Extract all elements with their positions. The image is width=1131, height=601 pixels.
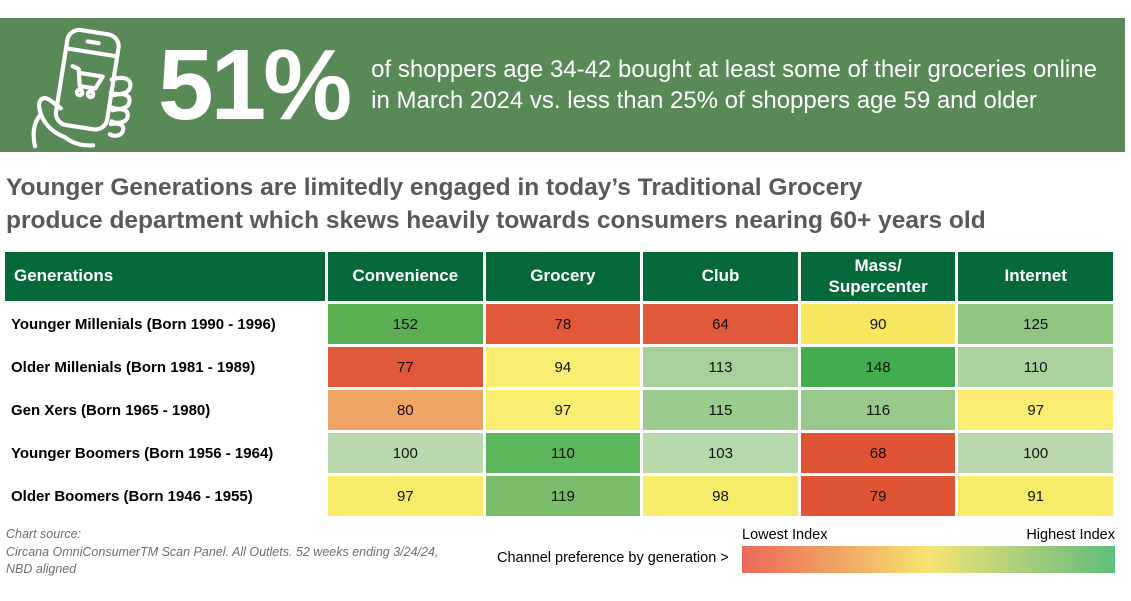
banner-description-line2: in March 2024 vs. less than 25% of shopp…: [371, 87, 1037, 114]
banner-description-line1: of shoppers age 34-42 bought at least so…: [371, 55, 1097, 83]
chart-source-line3: NBD aligned: [6, 562, 77, 576]
heatmap-cell: 98: [643, 476, 798, 516]
row-label: Older Boomers (Born 1946 - 1955): [5, 476, 325, 516]
page-title-line2: produce department which skews heavily t…: [6, 206, 986, 234]
heatmap-cell: 68: [800, 433, 956, 473]
heatmap-cell: 119: [485, 476, 641, 516]
heatmap-cell: 115: [643, 390, 798, 430]
header-banner: 51% of shoppers age 34-42 bought at leas…: [0, 18, 1125, 152]
heatmap-cell: 103: [643, 433, 798, 473]
heatmap-cell: 77: [328, 347, 483, 387]
heatmap-cell: 64: [643, 304, 798, 344]
row-label: Younger Millenials (Born 1990 - 1996): [5, 304, 325, 344]
heatmap-cell: 97: [958, 390, 1113, 430]
heatmap-table: Generations Convenience Grocery Club Mas…: [5, 252, 1113, 516]
heatmap-cell: 113: [643, 347, 798, 387]
stat-value: 51%: [158, 29, 352, 141]
chart-source: Chart source: Circana OmniConsumerTM Sca…: [6, 526, 438, 579]
row-label: Older Millenials (Born 1981 - 1989): [5, 347, 325, 387]
column-header-mass-supercenter: Mass/ Supercenter: [800, 252, 956, 301]
heatmap-cell: 100: [958, 433, 1113, 473]
heatmap-cell: 80: [328, 390, 483, 430]
column-header-convenience: Convenience: [328, 252, 483, 301]
heatmap-cell: 94: [485, 347, 641, 387]
heatmap-cell: 110: [958, 347, 1113, 387]
heatmap-cell: 78: [485, 304, 641, 344]
heatmap-cell: 97: [485, 390, 641, 430]
legend-highest-label: Highest Index: [1026, 527, 1115, 543]
column-header-internet: Internet: [958, 252, 1113, 301]
heatmap-cell: 91: [958, 476, 1113, 516]
chart-source-line2: Circana OmniConsumerTM Scan Panel. All O…: [6, 544, 439, 559]
heatmap-cell: 90: [800, 304, 956, 344]
legend-caption: Channel preference by generation >: [497, 550, 729, 566]
page-title-line1: Younger Generations are limitedly engage…: [6, 174, 863, 201]
row-label: Younger Boomers (Born 1956 - 1964): [5, 433, 325, 473]
heatmap-cell: 97: [328, 476, 483, 516]
banner-description: of shoppers age 34-42 bought at least so…: [371, 54, 1097, 116]
chart-source-line1: Chart source:: [6, 527, 82, 541]
heatmap-cell: 125: [958, 304, 1113, 344]
phone-shopping-icon: [22, 25, 144, 151]
legend-gradient-bar: [742, 546, 1115, 573]
column-header-grocery: Grocery: [485, 252, 641, 301]
column-header-club: Club: [643, 252, 798, 301]
row-label: Gen Xers (Born 1965 - 1980): [5, 390, 325, 430]
page-title: Younger Generations are limitedly engage…: [6, 172, 986, 238]
heatmap-cell: 79: [800, 476, 956, 516]
heatmap-cell: 152: [328, 304, 483, 344]
heatmap-cell: 148: [800, 347, 956, 387]
heatmap-cell: 110: [485, 433, 641, 473]
heatmap-cell: 100: [328, 433, 483, 473]
legend-lowest-label: Lowest Index: [742, 527, 828, 543]
heatmap-cell: 116: [800, 390, 956, 430]
column-header-generations: Generations: [5, 252, 325, 301]
